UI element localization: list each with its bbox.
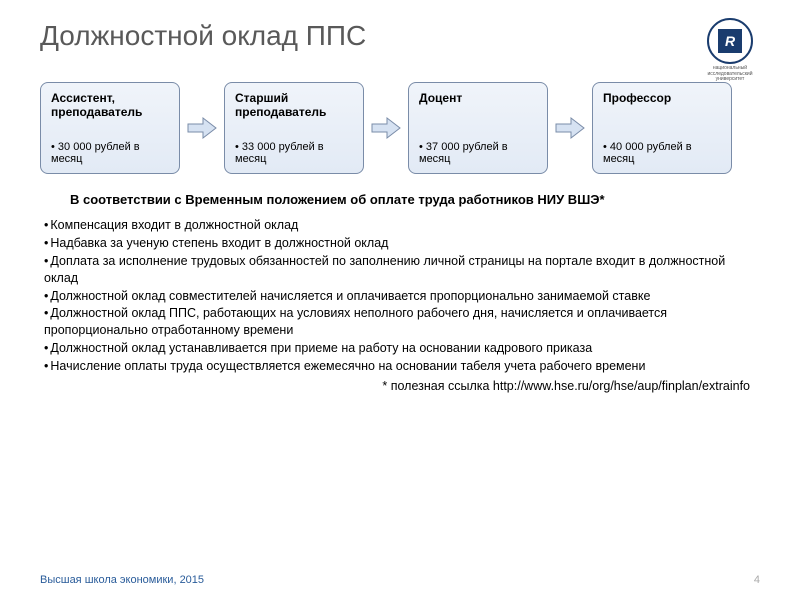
arrow-icon	[186, 115, 218, 141]
list-item: Доплата за исполнение трудовых обязаннос…	[44, 253, 760, 287]
card-title: Старший преподаватель	[235, 91, 353, 121]
flow-card-assistant: Ассистент, преподаватель 30 000 рублей в…	[40, 82, 180, 174]
flow-row: Ассистент, преподаватель 30 000 рублей в…	[40, 82, 760, 174]
flow-card-docent: Доцент 37 000 рублей в месяц	[408, 82, 548, 174]
footnote: * полезная ссылка http://www.hse.ru/org/…	[40, 379, 760, 393]
footer-text: Высшая школа экономики, 2015	[40, 574, 204, 586]
flow-card-senior: Старший преподаватель 33 000 рублей в ме…	[224, 82, 364, 174]
card-value: 33 000 рублей в месяц	[235, 141, 353, 165]
logo-letter: R	[718, 29, 742, 53]
list-item: Должностной оклад совместителей начисляе…	[44, 288, 760, 305]
list-item: Должностной оклад устанавливается при пр…	[44, 340, 760, 357]
card-value: 30 000 рублей в месяц	[51, 141, 169, 165]
list-item: Должностной оклад ППС, работающих на усл…	[44, 305, 760, 339]
logo-circle: R	[707, 18, 753, 64]
card-value: 37 000 рублей в месяц	[419, 141, 537, 165]
arrow-icon	[554, 115, 586, 141]
card-title: Ассистент, преподаватель	[51, 91, 169, 121]
flow-card-professor: Профессор 40 000 рублей в месяц	[592, 82, 732, 174]
slide: R национальный исследовательский универс…	[0, 0, 800, 600]
list-item: Надбавка за ученую степень входит в долж…	[44, 235, 760, 252]
card-title: Доцент	[419, 91, 537, 121]
page-number: 4	[754, 574, 760, 586]
bullet-list: Компенсация входит в должностной оклад Н…	[40, 217, 760, 375]
subtitle: В соответствии с Временным положением об…	[70, 192, 760, 207]
card-value: 40 000 рублей в месяц	[603, 141, 721, 165]
arrow-icon	[370, 115, 402, 141]
list-item: Начисление оплаты труда осуществляется е…	[44, 358, 760, 375]
page-title: Должностной оклад ППС	[40, 20, 760, 52]
logo-caption: национальный исследовательский университ…	[700, 66, 760, 83]
hse-logo: R национальный исследовательский универс…	[700, 18, 760, 83]
card-title: Профессор	[603, 91, 721, 121]
list-item: Компенсация входит в должностной оклад	[44, 217, 760, 234]
